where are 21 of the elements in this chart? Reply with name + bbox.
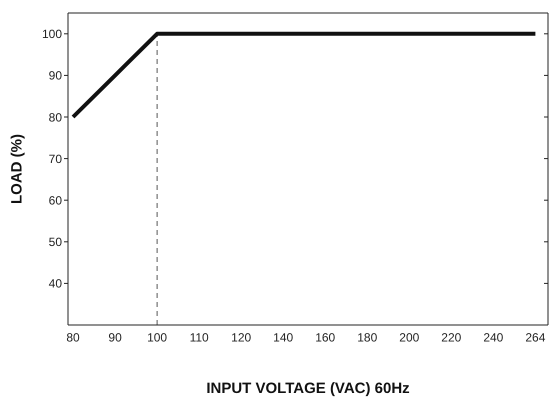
x-tick-label: 240 — [483, 330, 504, 345]
x-tick-label: 264 — [525, 330, 546, 345]
x-tick-label: 180 — [357, 330, 378, 345]
x-tick-label: 160 — [315, 330, 336, 345]
x-tick-label: 100 — [147, 330, 168, 345]
y-tick-label: 80 — [48, 110, 62, 124]
y-tick-label: 50 — [48, 235, 62, 250]
y-tick-label: 100 — [42, 27, 62, 42]
x-tick-label: 140 — [273, 330, 294, 345]
x-tick-label: 220 — [441, 330, 462, 345]
y-tick-label: 90 — [48, 68, 62, 83]
y-axis-title: LOAD (%) — [8, 134, 26, 204]
y-tick-label: 40 — [48, 276, 62, 291]
y-tick-label: 70 — [48, 152, 62, 166]
x-tick-label: 90 — [108, 330, 122, 345]
x-tick-label: 200 — [399, 330, 420, 345]
x-tick-label: 110 — [190, 330, 210, 345]
x-tick-label: 120 — [231, 330, 252, 345]
x-axis-title: INPUT VOLTAGE (VAC) 60Hz — [206, 380, 410, 397]
x-tick-label: 80 — [66, 330, 80, 345]
y-tick-label: 60 — [48, 193, 62, 208]
